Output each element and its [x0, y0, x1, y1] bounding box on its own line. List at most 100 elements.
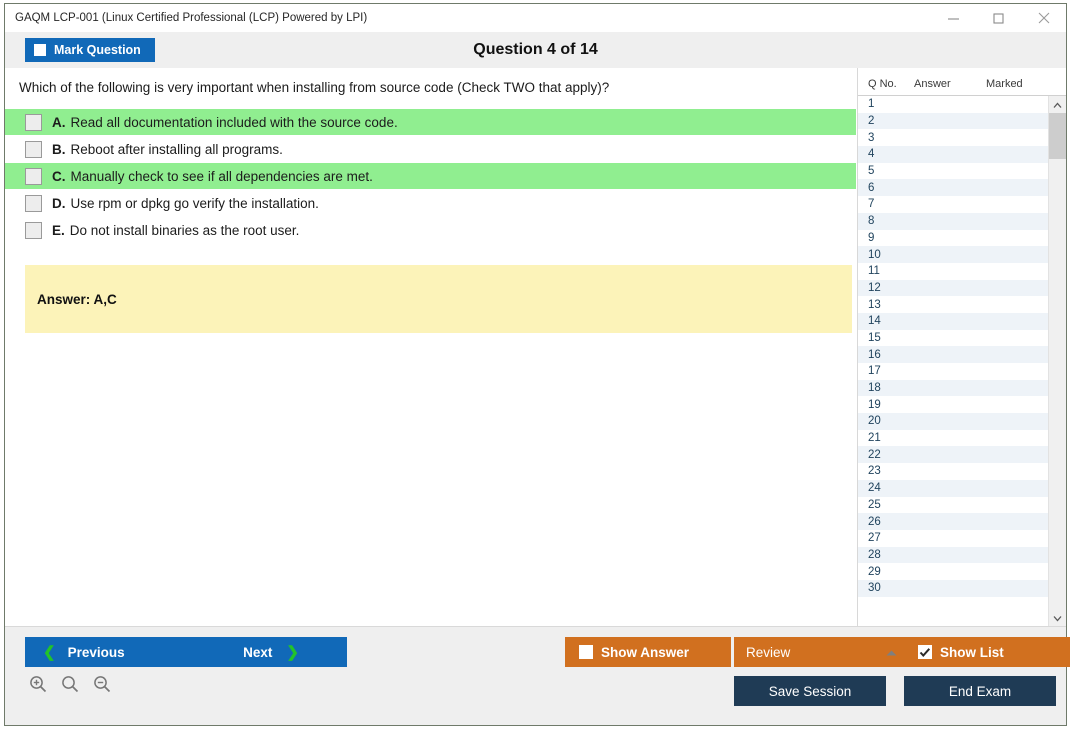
mark-question-checkbox-icon [34, 44, 46, 56]
question-list-cell-qno: 4 [868, 148, 875, 161]
zoom-in-button[interactable] [27, 675, 49, 697]
question-list-row[interactable]: 9 [858, 229, 1048, 247]
question-list-cell-qno: 6 [868, 181, 875, 194]
chevron-right-icon: ❯ [286, 643, 299, 661]
question-list-row[interactable]: 1 [858, 96, 1048, 113]
column-header-answer: Answer [914, 77, 951, 90]
show-list-button[interactable]: Show List [904, 637, 1070, 667]
option-letter: C. [52, 168, 66, 184]
question-list-cell-qno: 12 [868, 281, 881, 294]
question-list-row[interactable]: 5 [858, 162, 1048, 180]
option-checkbox-icon[interactable] [25, 194, 42, 212]
question-list-row[interactable]: 28 [858, 546, 1048, 564]
question-list-row[interactable]: 21 [858, 429, 1048, 447]
question-list-cell-qno: 24 [868, 482, 881, 495]
option-checkbox-icon[interactable] [25, 113, 42, 131]
question-list-row[interactable]: 8 [858, 212, 1048, 230]
question-list-row[interactable]: 25 [858, 496, 1048, 514]
question-list-row[interactable]: 11 [858, 262, 1048, 280]
question-list-cell-qno: 2 [868, 115, 875, 128]
question-list-row[interactable]: 30 [858, 579, 1048, 597]
mark-question-label: Mark Question [54, 43, 141, 57]
previous-label: Previous [67, 644, 125, 660]
show-answer-button[interactable]: Show Answer [565, 637, 731, 667]
question-list-row[interactable]: 18 [858, 379, 1048, 397]
question-list-row[interactable]: 14 [858, 312, 1048, 330]
mark-question-button[interactable]: Mark Question [25, 38, 155, 62]
question-list-cell-qno: 1 [868, 98, 875, 111]
question-list-cell-qno: 3 [868, 131, 875, 144]
question-list-row[interactable]: 3 [858, 129, 1048, 147]
question-list-cell-qno: 28 [868, 548, 881, 561]
minimize-icon [947, 12, 960, 25]
show-answer-label: Show Answer [601, 644, 690, 660]
window-frame: GAQM LCP-001 (Linux Certified Profession… [4, 3, 1070, 726]
question-list-row[interactable]: 24 [858, 479, 1048, 497]
question-list-cell-qno: 20 [868, 415, 881, 428]
question-list-cell-qno: 21 [868, 432, 881, 445]
previous-button[interactable]: ❮ Previous [25, 637, 195, 667]
option-row[interactable]: E. Do not install binaries as the root us… [5, 217, 856, 243]
show-list-checkbox-icon [918, 645, 932, 659]
question-list-row[interactable]: 17 [858, 363, 1048, 380]
question-list-cell-qno: 15 [868, 331, 881, 344]
question-list-cell-qno: 17 [868, 365, 881, 378]
question-list-row[interactable]: 29 [858, 563, 1048, 580]
zoom-reset-button[interactable] [59, 675, 81, 697]
question-list-cell-qno: 29 [868, 565, 881, 578]
save-session-button[interactable]: Save Session [734, 676, 886, 706]
maximize-button[interactable] [976, 4, 1021, 32]
question-list-row[interactable]: 27 [858, 529, 1048, 547]
option-checkbox-icon[interactable] [25, 221, 42, 239]
question-list-row[interactable]: 16 [858, 346, 1048, 363]
question-list-scrollbar[interactable] [1048, 96, 1066, 626]
body-split: Which of the following is very important… [5, 68, 1066, 626]
option-checkbox-icon[interactable] [25, 167, 42, 185]
question-list-scroll-area: 1 2 3 4 5 6 7 8 9 10 11 12 13 14 15 16 17 18 19 20 21 22 23 24 2… [858, 96, 1066, 626]
end-exam-button[interactable]: End Exam [904, 676, 1056, 706]
answer-reveal-box: Answer: A,C [25, 265, 852, 333]
question-list-cell-qno: 11 [868, 265, 880, 278]
question-list-row[interactable]: 12 [858, 279, 1048, 297]
scroll-down-button[interactable] [1049, 609, 1066, 626]
option-checkbox-icon[interactable] [25, 140, 42, 158]
option-letter: A. [52, 114, 66, 130]
option-text: Read all documentation included with the… [70, 114, 398, 130]
minimize-button[interactable] [931, 4, 976, 32]
question-list-row[interactable]: 26 [858, 513, 1048, 530]
question-list-row[interactable]: 13 [858, 296, 1048, 313]
option-row[interactable]: D. Use rpm or dpkg go verify the installa… [5, 190, 856, 216]
question-list-cell-qno: 23 [868, 465, 881, 478]
question-list-row[interactable]: 23 [858, 463, 1048, 480]
scrollbar-thumb[interactable] [1049, 113, 1066, 159]
option-letter: E. [52, 222, 65, 238]
close-button[interactable] [1021, 4, 1066, 32]
question-list-cell-qno: 10 [868, 248, 881, 261]
question-list-row[interactable]: 20 [858, 413, 1048, 430]
option-row[interactable]: B. Reboot after installing all programs. [5, 136, 856, 162]
next-label: Next [243, 644, 273, 660]
next-button[interactable]: Next ❯ [195, 637, 347, 667]
scroll-up-button[interactable] [1049, 96, 1066, 113]
question-list-row[interactable]: 10 [858, 246, 1048, 263]
question-list-row[interactable]: 19 [858, 396, 1048, 414]
question-list-row[interactable]: 15 [858, 329, 1048, 347]
question-list-row[interactable]: 7 [858, 196, 1048, 213]
question-list-cell-qno: 8 [868, 215, 875, 228]
review-dropdown[interactable]: Review [734, 637, 912, 667]
question-list-row[interactable]: 4 [858, 146, 1048, 163]
zoom-controls [27, 675, 113, 697]
option-letter: B. [52, 141, 66, 157]
scrollbar-track[interactable] [1049, 113, 1066, 609]
option-letter: D. [52, 195, 66, 211]
question-list-row[interactable]: 2 [858, 112, 1048, 130]
option-row[interactable]: A. Read all documentation included with t… [5, 109, 856, 135]
option-row[interactable]: C. Manually check to see if all dependenc… [5, 163, 856, 189]
question-list-row[interactable]: 6 [858, 179, 1048, 197]
question-list-cell-qno: 27 [868, 532, 881, 545]
chevron-left-icon: ❮ [43, 643, 56, 661]
zoom-out-button[interactable] [91, 675, 113, 697]
question-list-row[interactable]: 22 [858, 446, 1048, 464]
question-list-header: Q No. Answer Marked [858, 68, 1066, 96]
window-title: GAQM LCP-001 (Linux Certified Profession… [15, 12, 368, 24]
